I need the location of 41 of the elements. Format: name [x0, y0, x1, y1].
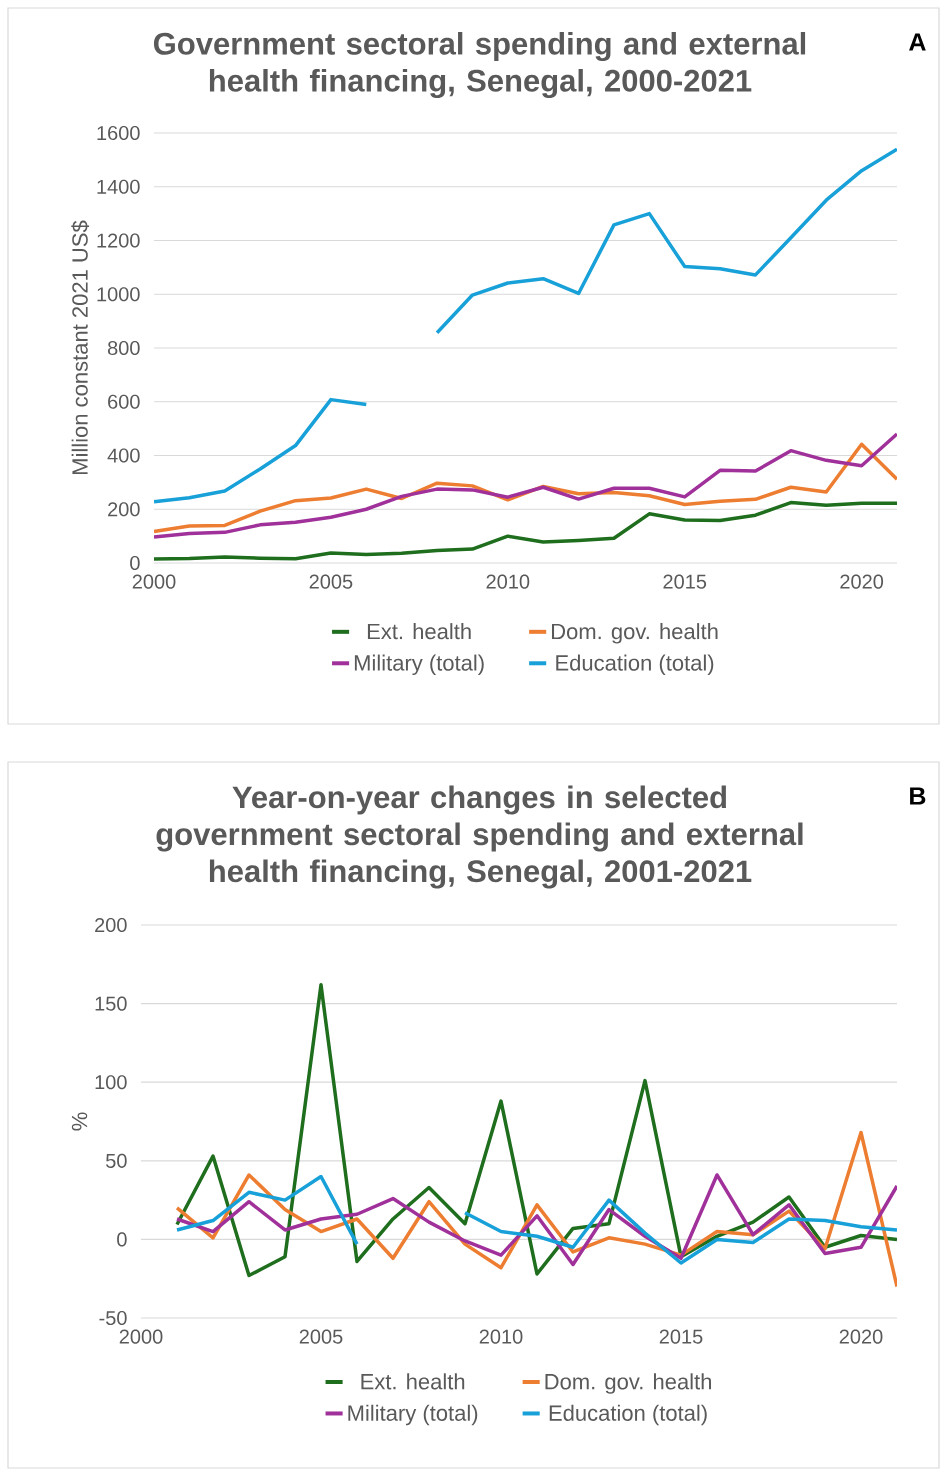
x-tick-label: 2015	[663, 574, 707, 589]
legend-label: Military (total)	[354, 654, 484, 676]
line-series	[175, 983, 897, 1278]
y-axis-title: %	[71, 1112, 88, 1131]
x-tick-label: 2000	[132, 574, 176, 589]
text: B	[910, 787, 926, 805]
y-tick-label: 150	[95, 996, 127, 1011]
y-tick-label: 1600	[97, 125, 140, 141]
legend-label: Ext. health	[361, 1373, 465, 1390]
legend-label: Military (total)	[348, 1404, 478, 1426]
y-tick-label: 100	[95, 1075, 127, 1090]
legend-label: Education (total)	[556, 654, 714, 676]
y-tick-label: 200	[108, 502, 140, 517]
y-tick-label: -50	[99, 1310, 127, 1326]
text: A	[909, 33, 926, 51]
y-tick-label: 1400	[97, 179, 140, 194]
x-tick-label: 2010	[486, 574, 530, 589]
y-tick-label: 1000	[97, 287, 140, 302]
legend-label: Education (total)	[549, 1404, 707, 1426]
legend-label: Dom. gov. health	[552, 623, 718, 644]
y-axis-title: Million constant 2021 US$	[71, 220, 90, 474]
legend-label: Ext. health	[367, 623, 471, 640]
legend-label: Dom. gov. health	[545, 1373, 711, 1394]
chart-title: Government sectoral spending and external health financing, Senegal, 2000-2021	[153, 31, 806, 99]
y-tick-label: 0	[117, 1232, 127, 1247]
y-tick-label: 0	[130, 555, 140, 571]
line-series	[154, 500, 897, 561]
x-tick-label: 2000	[119, 1329, 163, 1344]
y-tick-label: 600	[108, 394, 140, 409]
x-tick-label: 2020	[839, 1329, 883, 1344]
y-tick-label: 50	[106, 1153, 127, 1168]
x-tick-label: 2015	[659, 1329, 703, 1344]
y-tick-label: 800	[107, 340, 140, 356]
chart-title: Year-on-year changes in selected government sectoral spending and external health financing, Senegal, 2001-2021	[156, 785, 803, 889]
x-tick-label: 2010	[479, 1329, 523, 1344]
y-tick-label: 1200	[97, 233, 140, 248]
x-tick-label: 2005	[299, 1329, 343, 1344]
y-tick-label: 200	[95, 917, 127, 933]
y-tick-label: 400	[107, 448, 140, 463]
x-tick-label: 2020	[840, 574, 884, 589]
x-tick-label: 2005	[309, 574, 353, 589]
